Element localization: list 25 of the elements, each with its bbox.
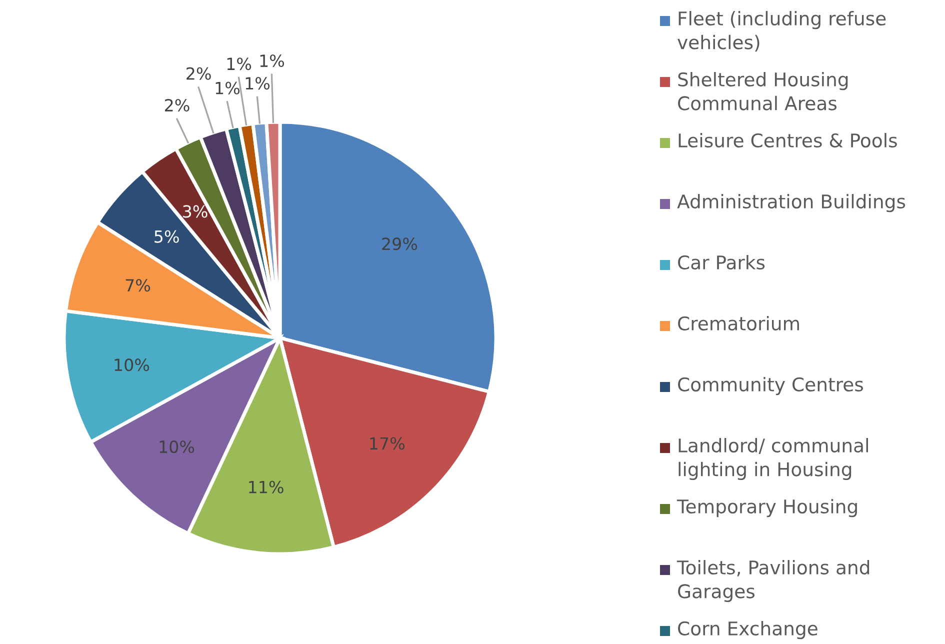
data-label: 29%	[382, 238, 418, 250]
legend-label: Landlord/ communal lighting in Housing	[678, 438, 868, 480]
legend-label: Leisure Centres & Pools	[678, 133, 897, 148]
legend-label: Temporary Housing	[676, 499, 857, 518]
legend-label: Sheltered Housing Communal Areas	[678, 72, 848, 110]
data-label: 1%	[246, 77, 270, 90]
legend-label: Toilets, Pavilions and Garages	[676, 560, 870, 602]
data-label: 1%	[216, 82, 240, 94]
legend-label: Community Centres	[678, 377, 864, 396]
data-label: 1%	[260, 54, 284, 68]
legend-label: Fleet (including refuse vehicles)	[678, 11, 886, 52]
data-label: 1%	[227, 58, 252, 70]
data-label: 3%	[183, 205, 208, 218]
legend-label: Corn Exchange	[678, 621, 818, 640]
data-label: 2%	[164, 98, 190, 112]
data-label: 7%	[126, 279, 150, 292]
data-label: 10%	[114, 358, 150, 372]
data-label: 17%	[370, 437, 405, 450]
legend-label: Crematorium	[678, 316, 799, 331]
data-label: 2%	[186, 67, 211, 80]
data-label: 11%	[249, 480, 284, 494]
legend-label: Car Parks	[678, 255, 765, 270]
data-label: 10%	[160, 440, 194, 454]
legend-label: Administration Buildings	[677, 194, 906, 212]
data-label: 5%	[154, 230, 179, 243]
